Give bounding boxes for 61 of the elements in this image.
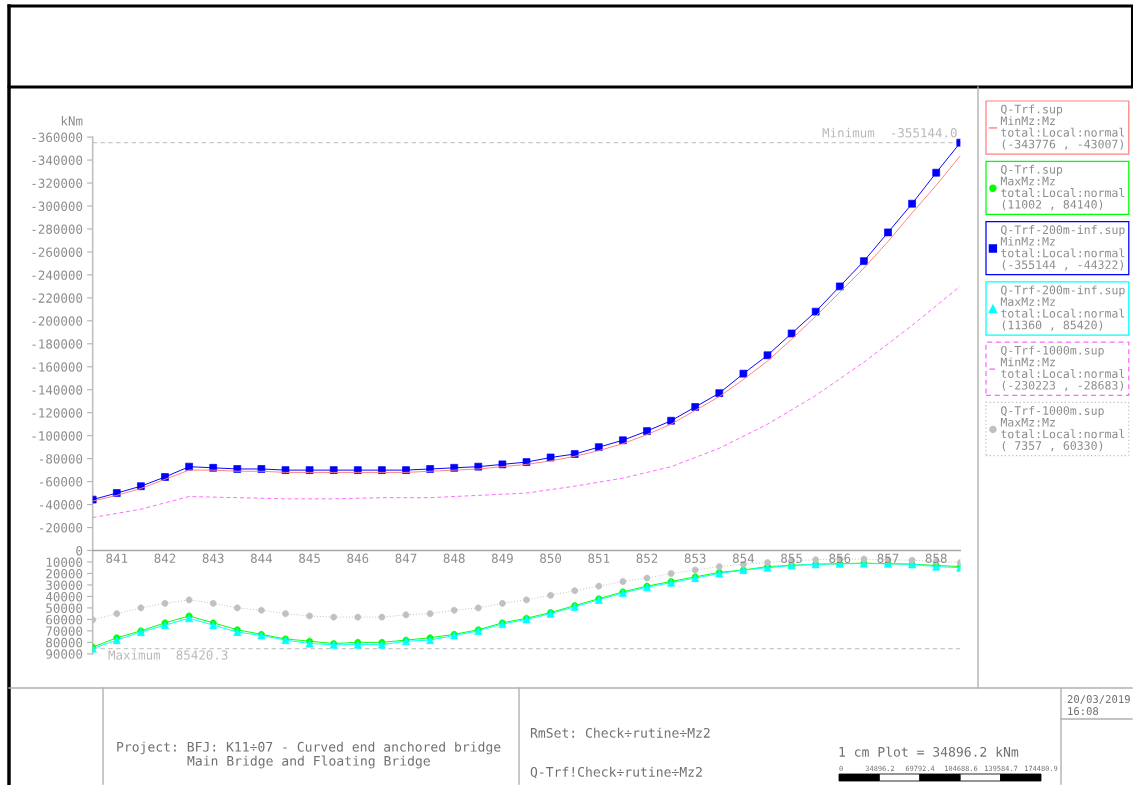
x-tick-label: 843 [202, 553, 224, 564]
y-tick-label: -220000 [32, 293, 83, 303]
y-tick-label: -300000 [32, 201, 83, 211]
x-tick-label: 844 [250, 553, 273, 564]
x-tick-label: 849 [491, 553, 513, 564]
y-tick-label: -240000 [32, 270, 83, 280]
x-tick-label: 852 [636, 553, 658, 564]
legend-label: Q-Trf-1000m.sup MinMz:Mz total:Local:normal (-230223 , -28683) [1000, 345, 1125, 392]
y-tick-label: 70000 [46, 626, 83, 636]
text: 1 cm Plot = 34896.2 kNm [839, 746, 1019, 757]
y-tick-label: -280000 [32, 224, 83, 234]
y-tick-label: -40000 [40, 500, 83, 510]
y-axis-title: kNm [61, 115, 83, 126]
text: RmSet: Check÷rutine÷Mz2 [530, 727, 710, 738]
y-tick-label: -100000 [32, 431, 83, 441]
y-tick-label: 10000 [46, 557, 83, 567]
x-tick-label: 846 [347, 553, 369, 564]
x-tick-label: 856 [829, 553, 851, 564]
legend-label: Q-Trf.sup MaxMz:Mz total:Local:normal (11002 , 84140) [1000, 164, 1125, 211]
legend-label: Q-Trf-200m-inf.sup MinMz:Mz total:Local:normal (-355144 , -44322) [1000, 225, 1125, 271]
x-tick-label: 850 [540, 553, 562, 564]
y-tick-label: -60000 [40, 477, 83, 487]
y-tick-label: -360000 [32, 132, 83, 143]
y-tick-label: -80000 [40, 454, 83, 464]
text: Project: BFJ: K11÷07 - Curved end anchored bridge [117, 741, 501, 755]
y-tick-label: -120000 [32, 408, 83, 418]
y-tick-label: -180000 [32, 339, 83, 349]
y-tick-label: -340000 [32, 155, 83, 166]
y-tick-label: -320000 [32, 178, 83, 188]
text: Main Bridge and Floating Bridge [187, 755, 430, 769]
ref-line-label: Maximum 85420.3 [108, 650, 228, 660]
x-tick-label: 848 [443, 553, 465, 564]
y-tick-label: 30000 [46, 580, 83, 590]
text: Q-Trf!Check÷rutine÷Mz2 [530, 766, 702, 779]
y-tick-label: 20000 [46, 568, 83, 579]
text: 20/03/2019 [1067, 695, 1130, 704]
y-tick-label: 60000 [46, 614, 83, 625]
ref-line-label: Minimum -355144.0 [822, 127, 957, 138]
y-tick-label: -140000 [32, 385, 83, 395]
x-tick-label: 841 [106, 553, 128, 564]
y-tick-label: -20000 [40, 523, 83, 533]
legend-label: Q-Trf.sup MinMz:Mz total:Local:normal (-343776 , -43007) [1000, 104, 1125, 150]
legend-label: Q-Trf-200m-inf.sup MaxMz:Mz total:Local:normal (11360 , 85420) [1000, 285, 1125, 331]
legend-label: Q-Trf-1000m.sup MaxMz:Mz total:Local:normal ( 7357 , 60330) [1000, 406, 1125, 452]
y-tick-label: 90000 [46, 649, 83, 659]
x-tick-label: 857 [877, 553, 899, 564]
x-tick-label: 845 [299, 553, 320, 564]
y-tick-label: 80000 [46, 637, 83, 648]
y-tick-label: 50000 [46, 603, 83, 613]
y-tick-label: -160000 [32, 362, 83, 372]
y-tick-label: 40000 [45, 591, 83, 602]
x-tick-label: 851 [588, 553, 610, 564]
x-tick-label: 853 [684, 553, 706, 564]
y-tick-label: -260000 [32, 247, 83, 257]
x-tick-label: 854 [732, 553, 755, 564]
x-tick-label: 847 [395, 553, 417, 564]
x-tick-label: 858 [925, 553, 947, 564]
x-tick-label: 842 [154, 553, 176, 564]
y-tick-label: 0 [76, 546, 83, 556]
y-tick-label: -200000 [32, 316, 83, 326]
text: 16:08 [1068, 707, 1099, 716]
